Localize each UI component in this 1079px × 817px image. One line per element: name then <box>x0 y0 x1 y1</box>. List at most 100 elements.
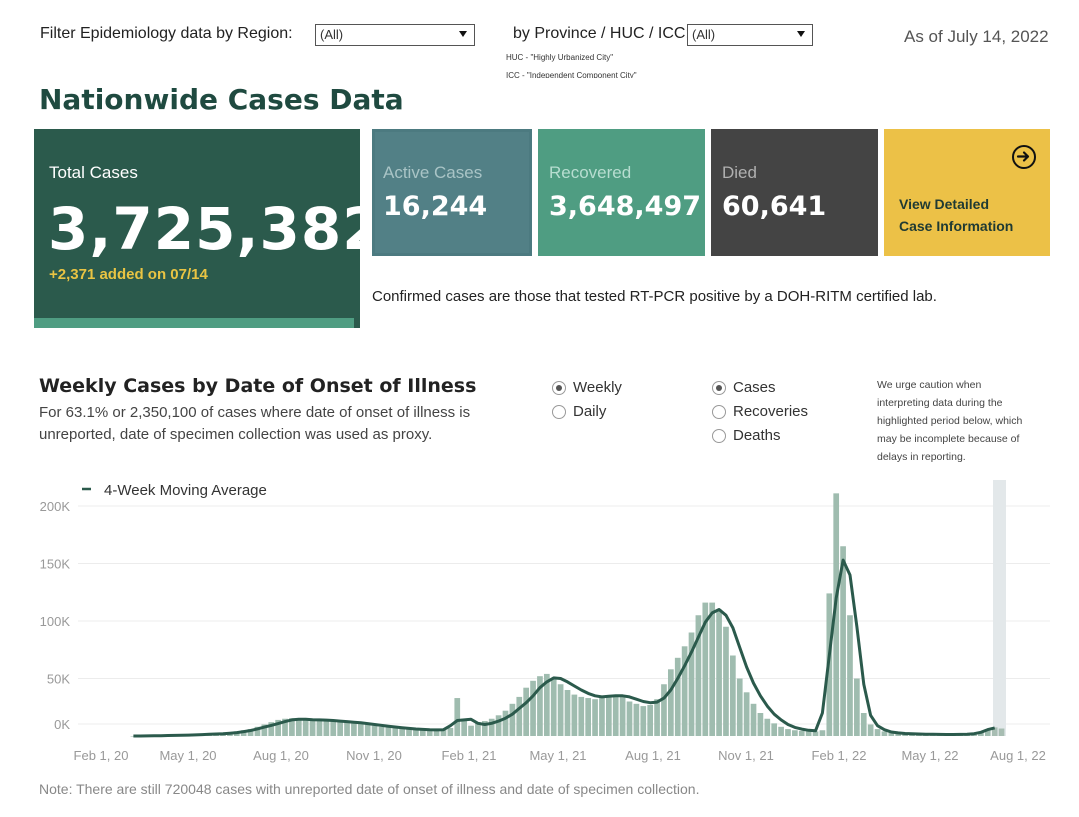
weekly-bar[interactable] <box>592 699 598 736</box>
weekly-bar[interactable] <box>419 730 426 736</box>
weekly-bar[interactable] <box>502 710 509 736</box>
weekly-bar[interactable] <box>364 724 371 737</box>
weekly-bar[interactable] <box>978 732 984 736</box>
weekly-bar[interactable] <box>860 713 867 736</box>
weekly-bar[interactable] <box>819 730 826 736</box>
weekly-bar[interactable] <box>798 730 805 736</box>
weekly-bar[interactable] <box>392 727 399 736</box>
weekly-bar[interactable] <box>571 694 578 736</box>
weekly-bar[interactable] <box>461 718 467 736</box>
weekly-bar[interactable] <box>991 727 998 736</box>
weekly-bar[interactable] <box>750 703 757 736</box>
province-select[interactable]: (All) <box>687 24 813 46</box>
weekly-bar[interactable] <box>716 609 722 737</box>
weekly-bar[interactable] <box>984 729 991 736</box>
weekly-bar[interactable] <box>289 718 295 736</box>
weekly-bar[interactable] <box>316 719 323 736</box>
weekly-bar[interactable] <box>881 731 888 736</box>
weekly-bar[interactable] <box>254 726 261 736</box>
weekly-bar[interactable] <box>874 729 881 736</box>
weekly-bar[interactable] <box>523 687 530 736</box>
weekly-bar[interactable] <box>681 646 688 736</box>
weekly-bar[interactable] <box>516 696 523 736</box>
weekly-bar[interactable] <box>426 730 433 736</box>
weekly-bar[interactable] <box>888 732 895 736</box>
weekly-bar[interactable] <box>605 695 612 736</box>
weekly-bar[interactable] <box>344 722 350 736</box>
weekly-bar[interactable] <box>771 723 778 736</box>
weekly-bar[interactable] <box>309 719 316 736</box>
weekly-bar[interactable] <box>654 699 660 736</box>
weekly-bar[interactable] <box>640 706 647 736</box>
weekly-bar[interactable] <box>668 669 674 736</box>
weekly-bar[interactable] <box>840 546 846 736</box>
weekly-bar[interactable] <box>481 721 488 736</box>
weekly-bar[interactable] <box>833 493 840 736</box>
recovered-card[interactable]: Recovered 3,648,497 <box>538 129 705 256</box>
weekly-bar[interactable] <box>371 725 378 736</box>
weekly-bar[interactable] <box>378 726 385 736</box>
weekly-bar[interactable] <box>550 678 557 737</box>
weekly-bar[interactable] <box>399 728 405 736</box>
weekly-bar[interactable] <box>661 684 667 736</box>
weekly-bar[interactable] <box>475 722 481 736</box>
weekly-bar[interactable] <box>357 723 364 736</box>
weekly-bar[interactable] <box>778 726 784 736</box>
weekly-bar[interactable] <box>330 721 337 736</box>
weekly-bar[interactable] <box>509 703 516 736</box>
weekly-bar[interactable] <box>812 731 819 736</box>
weekly-bar[interactable] <box>895 733 902 736</box>
weekly-bar[interactable] <box>612 694 619 736</box>
weekly-bar[interactable] <box>530 680 536 736</box>
weekly-bar[interactable] <box>867 724 874 737</box>
weekly-bar[interactable] <box>647 704 654 736</box>
weekly-bar[interactable] <box>406 729 412 736</box>
active-cases-card[interactable]: Active Cases 16,244 <box>372 129 532 256</box>
weekly-bar[interactable] <box>468 725 474 736</box>
weekly-bar[interactable] <box>337 721 343 736</box>
weekly-bar[interactable] <box>323 720 330 736</box>
weekly-bar[interactable] <box>543 673 550 736</box>
weekly-bar[interactable] <box>723 626 729 736</box>
region-select[interactable]: (All) <box>315 24 475 46</box>
weekly-bar[interactable] <box>743 692 750 736</box>
weekly-bar[interactable] <box>626 701 633 737</box>
weekly-bar[interactable] <box>454 698 461 736</box>
weekly-bar[interactable] <box>688 632 695 737</box>
view-detailed-button[interactable]: View Detailed Case Information <box>884 129 1050 256</box>
weekly-bar[interactable] <box>282 718 288 736</box>
weekly-bar[interactable] <box>585 698 592 736</box>
weekly-bar[interactable] <box>854 678 860 737</box>
weekly-bar[interactable] <box>998 728 1005 736</box>
weekly-bar[interactable] <box>736 678 743 737</box>
weekly-bar[interactable] <box>695 615 702 736</box>
weekly-bar[interactable] <box>578 696 585 736</box>
weekly-bar[interactable] <box>488 718 495 736</box>
weekly-bar[interactable] <box>247 729 254 736</box>
weekly-bar[interactable] <box>564 690 571 736</box>
weekly-bar[interactable] <box>619 696 626 736</box>
weekly-bar[interactable] <box>385 727 392 736</box>
weekly-bar[interactable] <box>440 729 447 736</box>
weekly-bar[interactable] <box>702 602 709 736</box>
weekly-bar[interactable] <box>351 722 357 736</box>
weekly-bar[interactable] <box>757 713 764 736</box>
weekly-bar[interactable] <box>240 730 247 736</box>
weekly-bar[interactable] <box>785 729 791 736</box>
weekly-bar[interactable] <box>674 657 681 736</box>
weekly-bar[interactable] <box>261 724 268 737</box>
weekly-bar[interactable] <box>709 602 716 736</box>
weekly-bar[interactable] <box>275 719 281 736</box>
weekly-bar[interactable] <box>847 615 853 736</box>
weekly-bar[interactable] <box>447 727 454 736</box>
weekly-bar[interactable] <box>537 676 543 736</box>
weekly-bar[interactable] <box>730 655 736 737</box>
died-card[interactable]: Died 60,641 <box>711 129 878 256</box>
weekly-bar[interactable] <box>413 729 419 736</box>
weekly-bar[interactable] <box>633 703 640 736</box>
weekly-bar[interactable] <box>764 718 771 736</box>
weekly-bar[interactable] <box>495 715 502 736</box>
weekly-bar[interactable] <box>268 722 275 736</box>
weekly-bar[interactable] <box>433 730 440 736</box>
weekly-bar[interactable] <box>302 719 309 736</box>
